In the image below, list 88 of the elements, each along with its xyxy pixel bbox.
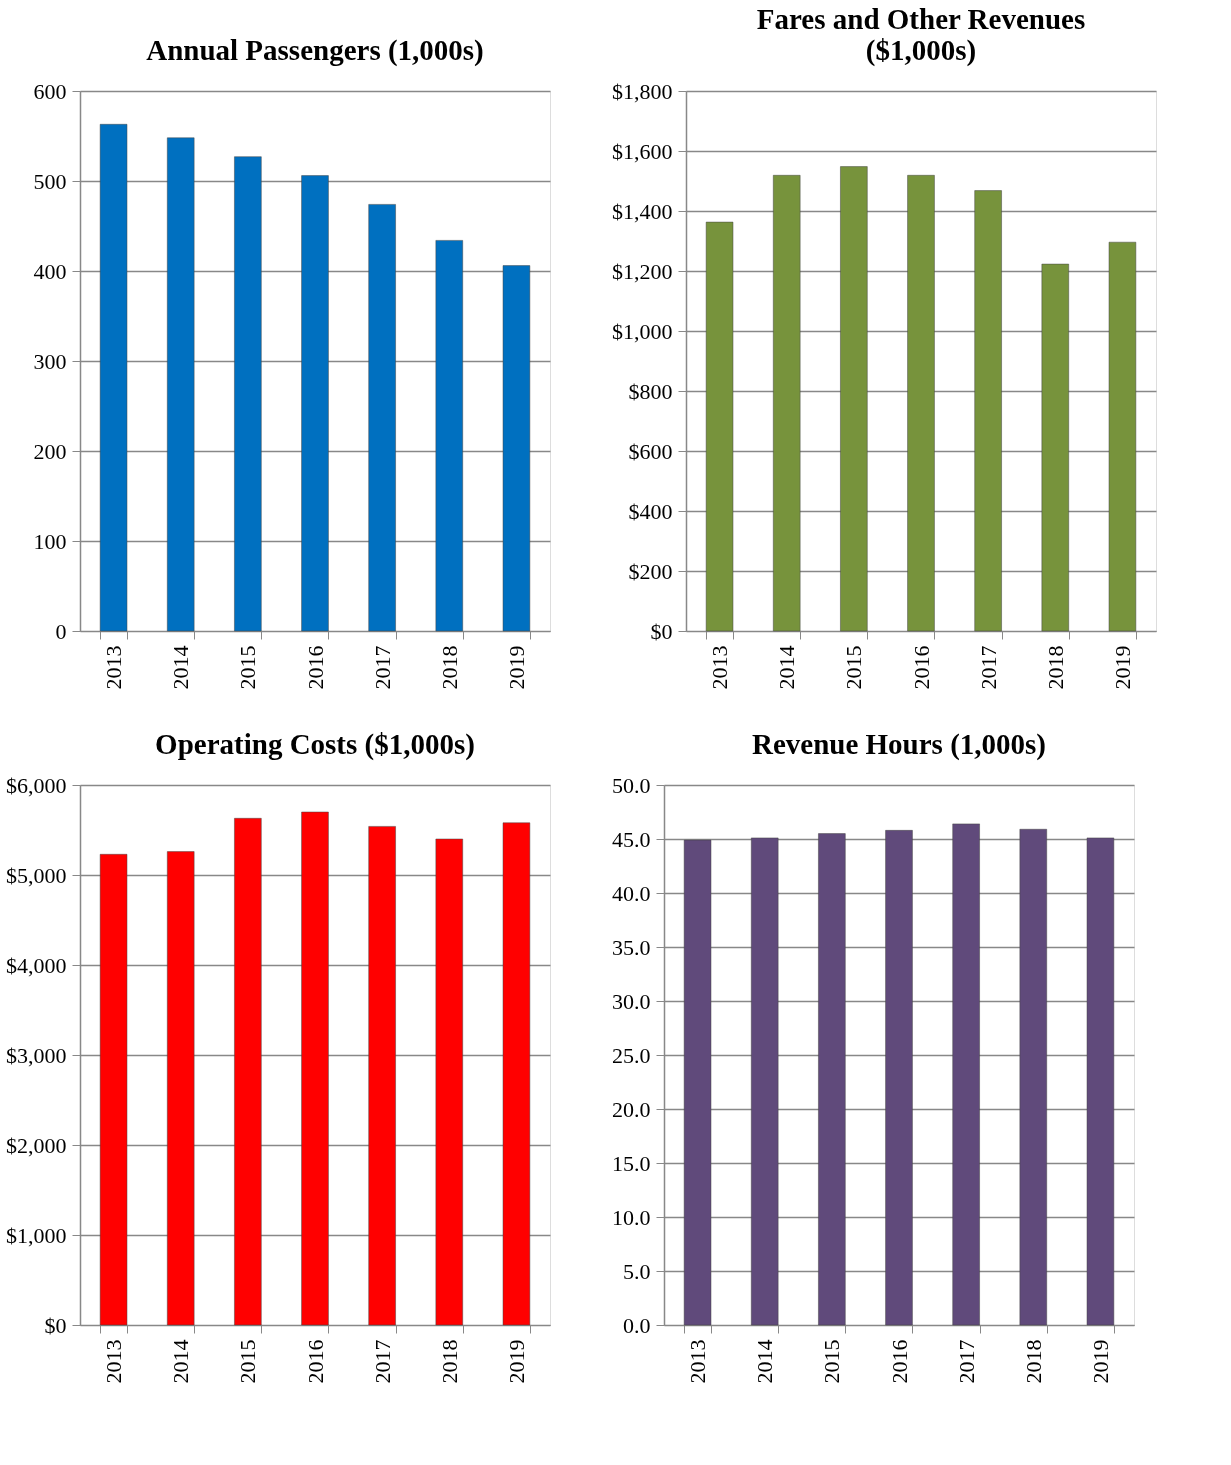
y-tick-label: $1,600: [612, 138, 673, 164]
bar: [167, 851, 195, 1326]
bar: [301, 175, 329, 632]
bar: [368, 204, 396, 632]
x-tick-label: 2018: [436, 1339, 462, 1384]
y-tick-label: 0.0: [623, 1312, 651, 1338]
y-tick-label: 30.0: [612, 988, 651, 1014]
chart-title: Revenue Hours (1,000s): [751, 728, 1047, 761]
y-tick-label: $200: [628, 558, 673, 584]
x-tick-label: 2014: [168, 645, 194, 690]
y-tick-label: 40.0: [612, 880, 651, 906]
x-tick-label: 2013: [707, 645, 733, 690]
y-tick-label: $0: [44, 1312, 67, 1338]
x-tick-label: 2016: [302, 645, 328, 690]
x-tick-label: 2019: [503, 1339, 529, 1384]
bar: [301, 811, 329, 1326]
x-tick-label: 2013: [101, 1339, 127, 1384]
bar: [1108, 241, 1137, 632]
y-tick-label: 15.0: [612, 1150, 651, 1176]
x-tick-label: 2018: [436, 645, 462, 690]
bar: [502, 822, 531, 1326]
y-tick-label: $0: [650, 618, 673, 644]
y-tick-label: 20.0: [612, 1096, 651, 1122]
x-tick-label: 2017: [975, 645, 1001, 690]
y-tick-label: 100: [33, 528, 67, 554]
x-tick-label: 2018: [1042, 645, 1068, 690]
y-tick-label: 5.0: [623, 1258, 651, 1284]
bar: [435, 240, 463, 632]
x-tick-label: 2015: [819, 1339, 845, 1384]
y-tick-label: $6,000: [6, 772, 67, 798]
y-tick-label: $1,000: [6, 1222, 67, 1248]
x-tick-label: 2019: [503, 645, 529, 690]
bar: [1041, 263, 1069, 632]
y-tick-label: 300: [33, 348, 67, 374]
y-tick-label: $600: [628, 438, 673, 464]
y-tick-label: $1,000: [612, 318, 673, 344]
x-tick-label: 2019: [1087, 1339, 1113, 1384]
x-tick-label: 2014: [168, 1339, 194, 1384]
x-tick-label: 2013: [101, 645, 127, 690]
y-tick-label: 50.0: [612, 772, 651, 798]
y-tick-label: 400: [33, 258, 67, 284]
y-tick-label: 10.0: [612, 1204, 651, 1230]
x-tick-label: 2016: [908, 645, 934, 690]
x-tick-label: 2015: [841, 645, 867, 690]
x-tick-label: 2014: [752, 1339, 778, 1384]
x-tick-label: 2018: [1020, 1339, 1046, 1384]
chart-title: Fares and Other Revenues ($1,000s): [756, 3, 1086, 67]
chart-title: Annual Passengers (1,000s): [146, 34, 484, 67]
x-tick-label: 2017: [953, 1339, 979, 1384]
y-tick-label: 0: [55, 618, 67, 644]
x-tick-label: 2015: [235, 1339, 261, 1384]
y-tick-label: $400: [628, 498, 673, 524]
y-tick-label: $1,400: [612, 198, 673, 224]
y-tick-label: $3,000: [6, 1042, 67, 1068]
y-tick-label: $4,000: [6, 952, 67, 978]
y-tick-label: $1,800: [612, 78, 673, 104]
y-tick-label: 45.0: [612, 826, 651, 852]
y-tick-label: 25.0: [612, 1042, 651, 1068]
bar: [705, 221, 734, 632]
x-tick-label: 2015: [235, 645, 261, 690]
y-tick-label: $2,000: [6, 1132, 67, 1158]
bar: [974, 190, 1002, 632]
x-tick-label: 2017: [369, 1339, 395, 1384]
y-tick-label: $5,000: [6, 862, 67, 888]
bar: [907, 175, 935, 632]
y-tick-label: 200: [33, 438, 67, 464]
x-tick-label: 2014: [774, 645, 800, 690]
bar: [99, 854, 128, 1326]
bar: [435, 838, 463, 1326]
bar: [840, 166, 868, 632]
bar: [502, 265, 531, 632]
x-tick-label: 2013: [685, 1339, 711, 1384]
bar: [368, 826, 396, 1326]
bar: [234, 818, 262, 1326]
bar: [99, 124, 128, 632]
y-tick-label: 35.0: [612, 934, 651, 960]
chart-title: Operating Costs ($1,000s): [155, 728, 475, 761]
x-tick-label: 2019: [1109, 645, 1135, 690]
x-tick-label: 2016: [886, 1339, 912, 1384]
bar: [167, 137, 195, 632]
y-tick-label: $1,200: [612, 258, 673, 284]
bar: [234, 156, 262, 632]
y-tick-label: 500: [33, 168, 67, 194]
y-tick-label: 600: [33, 78, 67, 104]
bar: [773, 175, 801, 632]
x-tick-label: 2016: [302, 1339, 328, 1384]
x-tick-label: 2017: [369, 645, 395, 690]
y-tick-label: $800: [628, 378, 673, 404]
